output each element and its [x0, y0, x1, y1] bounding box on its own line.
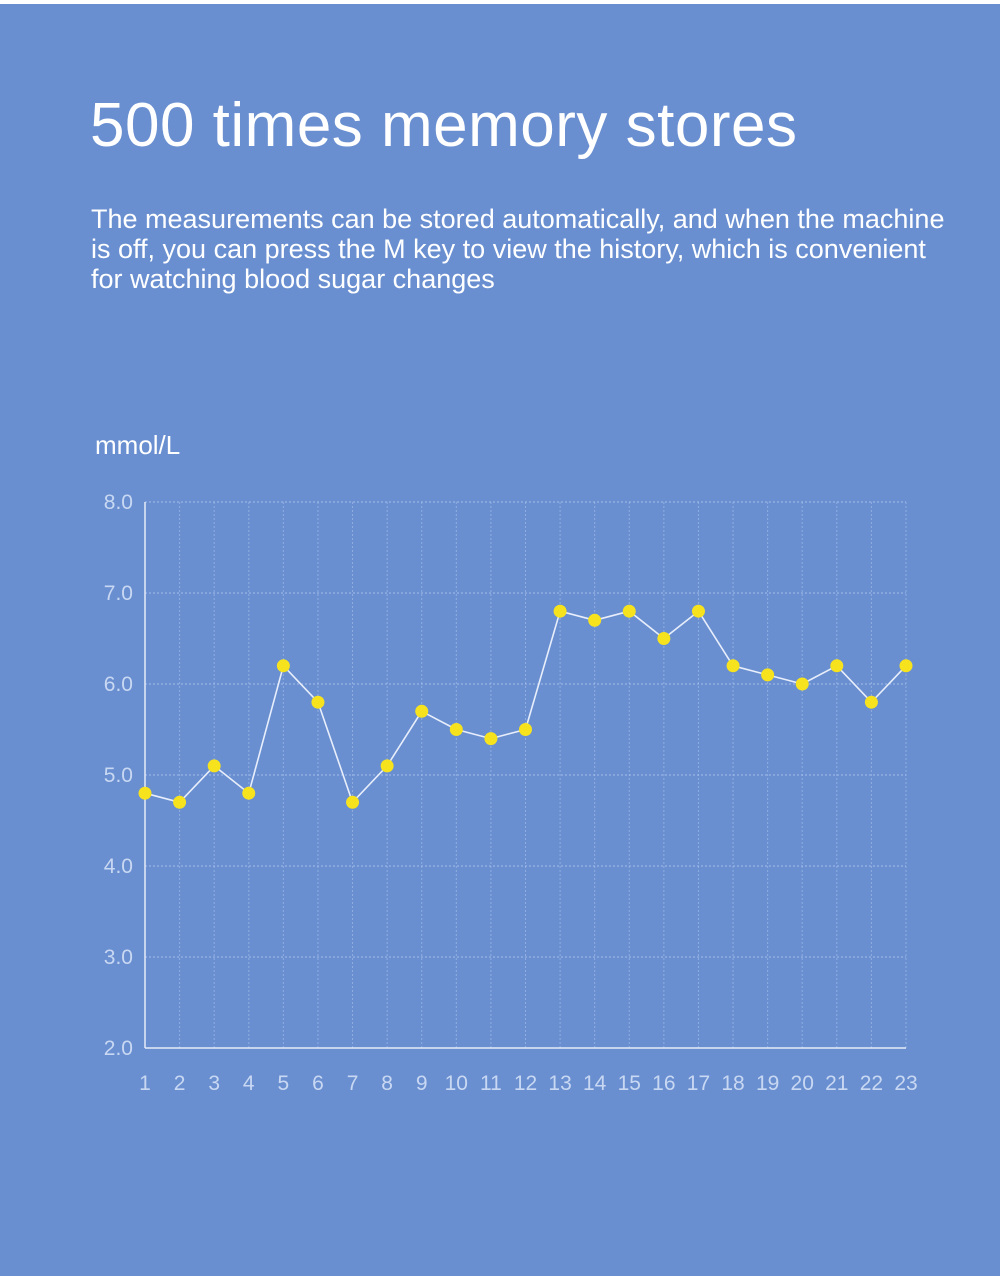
x-tick-label: 5 [278, 1072, 290, 1095]
data-point [207, 759, 221, 773]
feature-description: The measurements can be stored automatic… [91, 204, 945, 294]
x-tick-label: 2 [174, 1072, 186, 1095]
x-tick-label: 22 [860, 1072, 883, 1095]
y-tick-label: 2.0 [104, 1037, 133, 1060]
x-tick-label: 18 [721, 1072, 744, 1095]
x-tick-label: 15 [618, 1072, 641, 1095]
x-tick-label: 6 [312, 1072, 324, 1095]
y-tick-label: 7.0 [104, 582, 133, 605]
x-tick-label: 12 [514, 1072, 537, 1095]
data-point [346, 795, 360, 809]
data-point [588, 613, 602, 627]
data-point [138, 786, 152, 800]
y-tick-label: 6.0 [104, 673, 133, 696]
x-tick-label: 8 [381, 1072, 393, 1095]
data-point [864, 695, 878, 709]
x-tick-label: 13 [548, 1072, 571, 1095]
x-axis-tick-labels: 1 2 3 4 5 6 7 8 9 10 11 12 13 14 15 16 17 18 19 20 21 22 23 [139, 1072, 918, 1095]
x-tick-label: 14 [583, 1072, 607, 1095]
data-point [173, 795, 187, 809]
data-point [449, 723, 463, 736]
y-tick-label: 4.0 [104, 855, 133, 878]
data-point [242, 786, 256, 800]
y-axis-tick-labels: 2.0 3.0 4.0 5.0 6.0 7.0 8.0 [104, 491, 133, 1060]
data-point [830, 659, 844, 673]
chart-axes [144, 502, 906, 1049]
data-point [553, 604, 567, 618]
data-point [726, 659, 740, 673]
x-tick-label: 9 [416, 1072, 428, 1095]
chart-grid [145, 501, 907, 1048]
page-title: 500 times memory stores [90, 91, 798, 160]
data-point [899, 659, 913, 673]
x-tick-label: 10 [445, 1072, 468, 1095]
x-tick-label: 23 [894, 1072, 917, 1095]
data-point [795, 677, 809, 691]
x-tick-label: 17 [687, 1072, 710, 1095]
promo-panel: 500 times memory stores The measurements… [0, 4, 1000, 1276]
data-point [484, 732, 498, 746]
x-tick-label: 7 [347, 1072, 359, 1095]
data-point [519, 723, 532, 736]
data-point [380, 759, 394, 773]
y-tick-label: 8.0 [104, 491, 133, 514]
glucose-series [138, 604, 913, 809]
data-point [761, 668, 775, 682]
data-point [415, 704, 429, 718]
x-tick-label: 19 [756, 1072, 779, 1095]
x-tick-label: 16 [652, 1072, 675, 1095]
data-point [276, 659, 290, 673]
data-point [622, 604, 636, 618]
x-tick-label: 3 [208, 1072, 220, 1095]
data-point [311, 695, 325, 709]
x-tick-label: 11 [480, 1072, 502, 1095]
data-point [691, 604, 705, 618]
x-tick-label: 20 [791, 1072, 814, 1095]
data-point [657, 632, 671, 645]
y-tick-label: 5.0 [104, 764, 133, 787]
x-tick-label: 1 [139, 1072, 151, 1095]
x-tick-label: 21 [825, 1072, 848, 1095]
y-axis-unit-label: mmol/L [95, 430, 180, 460]
x-tick-label: 4 [243, 1072, 255, 1095]
y-tick-label: 3.0 [104, 946, 133, 969]
